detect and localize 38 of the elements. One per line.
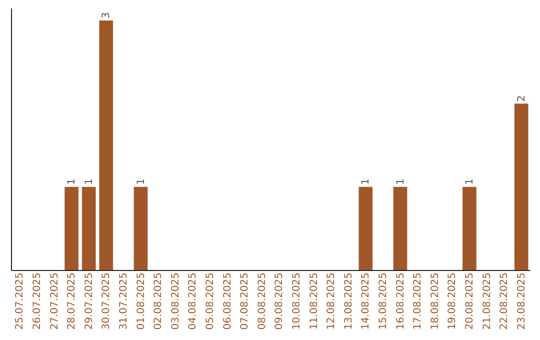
data-label: 2 [516,95,528,102]
x-tick-label: 18.08.2025 [430,272,441,330]
x-tick-label: 02.08.2025 [153,272,164,330]
x-tick-label: 10.08.2025 [291,272,302,330]
x-tick-label: 19.08.2025 [447,272,458,330]
x-tick-label: 30.07.2025 [101,272,112,330]
x-tick-label: 06.08.2025 [222,272,234,330]
x-tick-label: 17.08.2025 [412,272,424,330]
x-tick-label: 16.08.2025 [395,272,406,330]
x-tick-label: 14.08.2025 [360,272,372,330]
x-tick-label: 29.07.2025 [84,272,95,330]
x-tick-label: 03.08.2025 [170,272,182,330]
x-tick-label: 20.08.2025 [464,272,476,330]
data-label: 1 [464,178,476,185]
x-tick-label: 22.08.2025 [499,272,510,330]
data-label: 1 [360,178,372,185]
x-tick-label: 31.07.2025 [118,272,130,330]
x-tick-label: 28.07.2025 [66,272,78,330]
x-tick-label: 27.07.2025 [49,272,60,330]
x-tick-label: 15.08.2025 [378,272,389,330]
data-label: 3 [101,12,112,18]
x-tick-label: 04.08.2025 [188,272,199,330]
x-tick-label: 08.08.2025 [256,272,268,330]
x-tick-label: 05.08.2025 [204,272,216,330]
x-tick-label: 13.08.2025 [343,272,354,330]
x-tick-label: 26.07.2025 [32,272,43,330]
x-tick-label: 01.08.2025 [136,272,147,330]
data-label: 1 [136,178,147,185]
x-tick-label: 12.08.2025 [326,272,338,330]
data-label: 1 [395,178,406,185]
x-tick-label: 09.08.2025 [274,272,286,330]
x-tick-label: 23.08.2025 [516,272,528,330]
x-tick-label: 11.08.2025 [308,272,320,330]
x-tick-label: 25.07.2025 [14,272,26,330]
x-tick-label: 07.08.2025 [240,272,251,330]
x-tick-label: 21.08.2025 [482,272,493,330]
data-label: 1 [84,178,95,185]
data-label: 1 [66,178,78,185]
